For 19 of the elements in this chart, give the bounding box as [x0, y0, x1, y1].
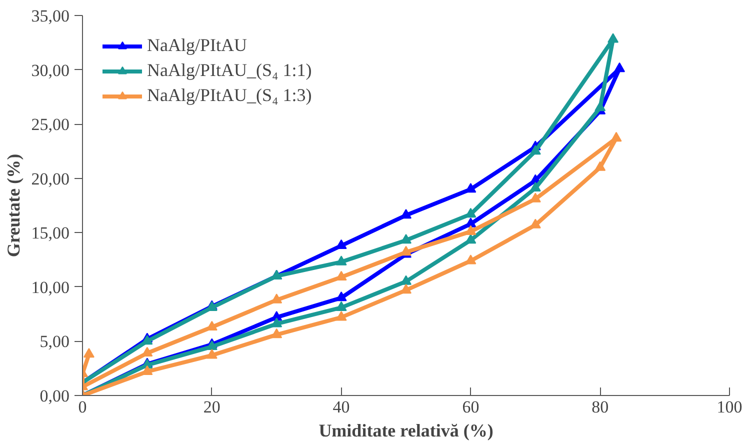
y-tick-label: 20,00 [31, 169, 70, 188]
x-tick-label: 0 [78, 398, 87, 416]
y-axis-title: Greutate (%) [3, 154, 24, 258]
y-tick-label: 25,00 [31, 115, 70, 134]
legend-label: NaAlg/PItAU_(S₄ 1:1) [147, 60, 312, 81]
x-tick-label: 100 [716, 398, 742, 416]
x-axis-title: Umiditate relativă (%) [318, 420, 494, 440]
y-tick-label: 15,00 [31, 224, 70, 243]
x-tick-label: 20 [203, 398, 220, 416]
x-tick-label: 60 [462, 398, 480, 416]
y-tick-label: 0,00 [40, 386, 70, 406]
y-tick-label: 10,00 [31, 278, 70, 297]
x-tick-label: 40 [332, 398, 350, 416]
y-tick-label: 30,00 [31, 60, 70, 80]
y-tick-label: 35,00 [31, 6, 70, 26]
x-tick-label: 80 [592, 398, 609, 416]
y-tick-label: 5,00 [40, 332, 70, 352]
legend-label: NaAlg/PItAU [147, 35, 247, 56]
legend-label: NaAlg/PItAU_(S₄ 1:3) [147, 85, 312, 106]
